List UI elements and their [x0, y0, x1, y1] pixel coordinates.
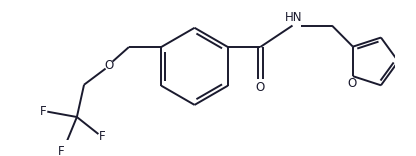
Text: F: F — [40, 105, 46, 118]
Text: O: O — [347, 77, 357, 90]
Text: O: O — [255, 81, 265, 94]
Text: F: F — [57, 145, 64, 156]
Text: O: O — [104, 58, 114, 71]
Text: F: F — [99, 130, 105, 143]
Text: HN: HN — [285, 11, 302, 24]
